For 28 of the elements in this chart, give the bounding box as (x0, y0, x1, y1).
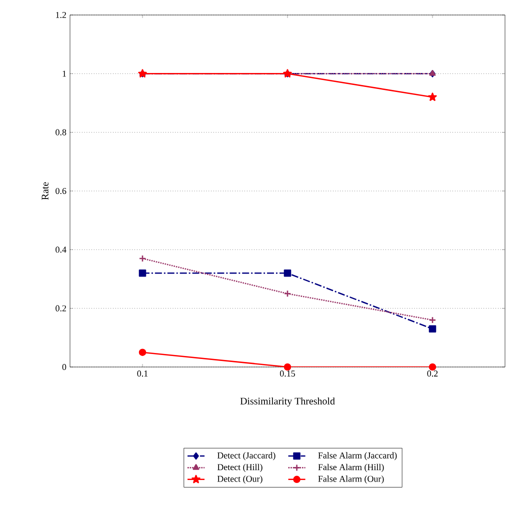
x-tick-label: 0.1 (137, 370, 148, 377)
point (428, 325, 436, 333)
y-tick-label: 0.4 (56, 246, 66, 253)
legend-label: False Alarm (Hill) (318, 464, 384, 472)
x-tick-label: 0.2 (427, 370, 438, 377)
legend-label: Detect (Hill) (217, 464, 262, 472)
x-tick-label: 0.15 (280, 370, 296, 377)
point (284, 269, 292, 277)
x-axis-title: Dissimilarity Threshold (240, 397, 335, 407)
y-tick-label: 1 (62, 70, 66, 77)
point (138, 254, 146, 262)
point (138, 348, 146, 356)
legend-label: Detect (Our) (217, 476, 262, 484)
y-tick-label: 0.2 (56, 305, 66, 312)
legend-label: Detect (Jaccard) (217, 452, 276, 460)
point (284, 363, 292, 371)
point (138, 269, 146, 277)
point (428, 92, 437, 101)
y-axis-title: Rate (42, 182, 48, 200)
point (428, 316, 436, 324)
legend-label: False Alarm (Our) (318, 476, 384, 484)
y-tick-label: 0.8 (56, 129, 66, 136)
point (428, 363, 436, 371)
legend-label: False Alarm (Jaccard) (318, 452, 397, 460)
y-tick-label: 0 (62, 364, 66, 370)
y-tick-label: 0.6 (56, 188, 66, 194)
point (284, 290, 292, 298)
y-tick-label: 1.2 (56, 12, 66, 18)
